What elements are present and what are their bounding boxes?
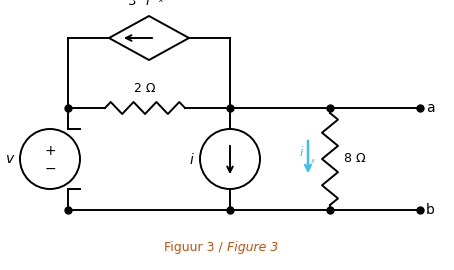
Text: $i$: $i$: [299, 145, 304, 159]
Text: Figure 3: Figure 3: [227, 241, 278, 255]
Text: Figuur 3 /: Figuur 3 /: [164, 241, 227, 255]
Text: $v$: $v$: [5, 152, 15, 166]
Text: 3: 3: [128, 0, 141, 8]
Text: $i$: $i$: [145, 0, 151, 8]
Text: 2 Ω: 2 Ω: [134, 82, 156, 95]
Text: 8 Ω: 8 Ω: [344, 153, 365, 166]
Text: −: −: [44, 162, 56, 176]
Text: $i$: $i$: [189, 151, 195, 167]
Text: a: a: [426, 101, 434, 115]
Text: $_x$: $_x$: [310, 156, 316, 166]
Text: $_x$: $_x$: [158, 0, 164, 5]
Text: b: b: [426, 203, 435, 217]
Text: +: +: [44, 144, 56, 158]
